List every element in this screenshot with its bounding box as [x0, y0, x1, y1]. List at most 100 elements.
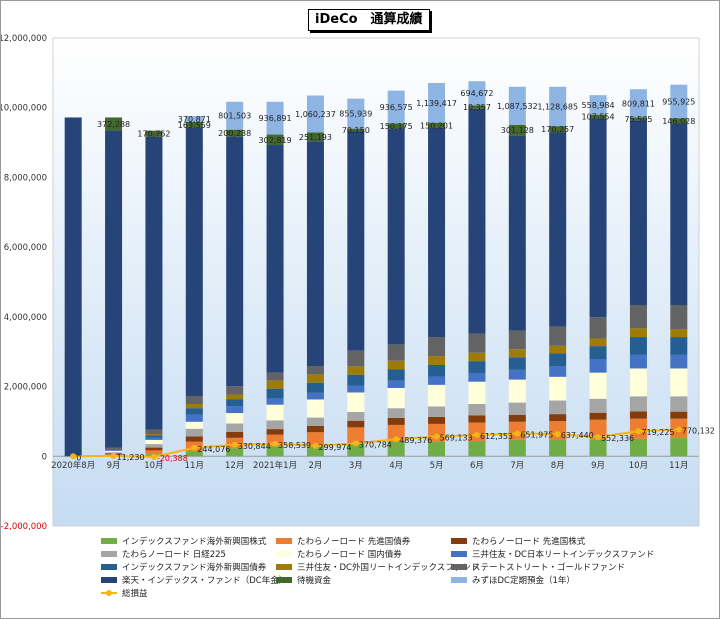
bar-segment [387, 387, 405, 409]
legend-swatch [276, 577, 292, 583]
bar-segment [306, 432, 324, 445]
bar-segment [589, 372, 607, 399]
bar-segment [428, 364, 446, 377]
bar-segment [468, 440, 486, 457]
segment-data-label: 1,139,417 [416, 99, 457, 108]
segment-data-label: 301,128 [501, 126, 534, 135]
segment-data-label: 694,672 [460, 89, 493, 98]
legend-label: インデックスファンド海外新興国株式 [122, 537, 267, 547]
legend-item: たわらノーロード 日経225 [101, 548, 226, 560]
line-data-label: 637,440 [561, 431, 594, 440]
bar-segment [670, 368, 688, 397]
bar-segment [508, 86, 526, 125]
legend-line-marker [101, 589, 117, 597]
bar-segment [226, 431, 244, 438]
bar-segment [589, 346, 607, 360]
bar-segment [185, 451, 203, 457]
x-tick-label: 2021年1月 [253, 460, 297, 471]
y-tick-label: 0 [42, 452, 47, 462]
bar-segment [306, 392, 324, 400]
bar-segment [670, 118, 688, 124]
legend-label: みずほDC定期預金（1年） [472, 576, 575, 586]
segment-data-label: 1,128,685 [537, 102, 578, 111]
bar-segment [508, 124, 526, 136]
legend-item: 三井住友・DC外国リートインデックスファンド [276, 561, 479, 573]
line-data-label: 612,353 [480, 432, 513, 441]
y-tick-label: 6,000,000 [4, 243, 47, 253]
bar-segment [105, 450, 123, 451]
segment-data-label: 107,554 [582, 113, 615, 122]
legend-swatch [451, 538, 467, 544]
segment-data-label: 150,201 [420, 121, 453, 130]
x-tick-label: 11月 [669, 461, 688, 471]
bar-segment [428, 337, 446, 357]
bar-segment [306, 425, 324, 433]
line-point [675, 426, 682, 433]
legend-label: 三井住友・DC日本リートインデックスファンド [472, 550, 655, 560]
bar-segment [468, 422, 486, 441]
bar-segment [549, 400, 567, 415]
segment-data-label: 302,819 [259, 136, 292, 145]
bar-segment [549, 439, 567, 457]
bar-segment [185, 127, 203, 396]
segment-data-label: 170,257 [541, 125, 574, 134]
line-data-label: 11,230 [117, 453, 145, 462]
y-tick-label: 12,000,000 [1, 34, 47, 44]
bar-segment [145, 130, 163, 137]
bar-segment [306, 444, 324, 457]
segment-data-label: 936,575 [380, 103, 413, 112]
bar-segment [145, 439, 163, 445]
segment-data-label: 855,939 [339, 110, 372, 119]
bar-segment [306, 399, 324, 418]
bar-segment [549, 86, 567, 127]
legend-label: 総損益 [122, 589, 148, 599]
bar-segment [105, 449, 123, 451]
legend-label: 楽天・インデックス・ファンド（DC年金） [122, 576, 288, 586]
bar-segment [670, 84, 688, 119]
bar-segment [226, 448, 244, 457]
segment-data-label: 75,505 [624, 115, 652, 124]
bar-segment [347, 366, 365, 375]
bar-segment [670, 337, 688, 355]
bar-segment [306, 141, 324, 367]
bar-segment [549, 376, 567, 401]
bar-segment [387, 369, 405, 381]
bar-segment [226, 413, 244, 424]
segment-data-label: 10,357 [463, 103, 491, 112]
bar-segment [428, 384, 446, 407]
bar-segment [347, 374, 365, 386]
line-data-label: 330,844 [238, 442, 271, 451]
segment-data-label: 370,871 [178, 115, 211, 124]
bar-segment [226, 136, 244, 387]
legend-swatch [276, 538, 292, 544]
bar-segment [428, 127, 446, 338]
bar-segment [266, 372, 284, 381]
legend-label: たわらノーロード 国内債券 [297, 550, 402, 560]
legend-label: たわらノーロード 先進国債券 [297, 537, 411, 547]
bar-segment [347, 420, 365, 428]
legend-swatch [451, 577, 467, 583]
legend-item: たわらノーロード 先進国債券 [276, 535, 410, 547]
x-tick-label: 3月 [349, 461, 363, 471]
bar-segment [387, 90, 405, 124]
bar-segment [468, 381, 486, 404]
legend-item: たわらノーロード 国内債券 [276, 548, 402, 560]
bar-segment [226, 399, 244, 407]
bar-segment [266, 420, 284, 430]
bar-segment [549, 366, 567, 377]
bar-segment [266, 380, 284, 389]
bar-segment [670, 396, 688, 412]
bar-segment [226, 394, 244, 400]
bar-segment [145, 447, 163, 451]
bar-segment [347, 385, 365, 393]
segment-data-label: 558,984 [582, 101, 615, 110]
bar-segment [670, 123, 688, 306]
bar-segment [145, 433, 163, 436]
bar-segment [589, 412, 607, 420]
legend-item: インデックスファンド海外新興国株式 [101, 535, 266, 547]
line-series-total-pl [73, 428, 679, 458]
bar-segment [347, 412, 365, 421]
line-point [231, 441, 238, 448]
bar-segment [226, 386, 244, 395]
x-tick-label: 4月 [389, 461, 403, 471]
